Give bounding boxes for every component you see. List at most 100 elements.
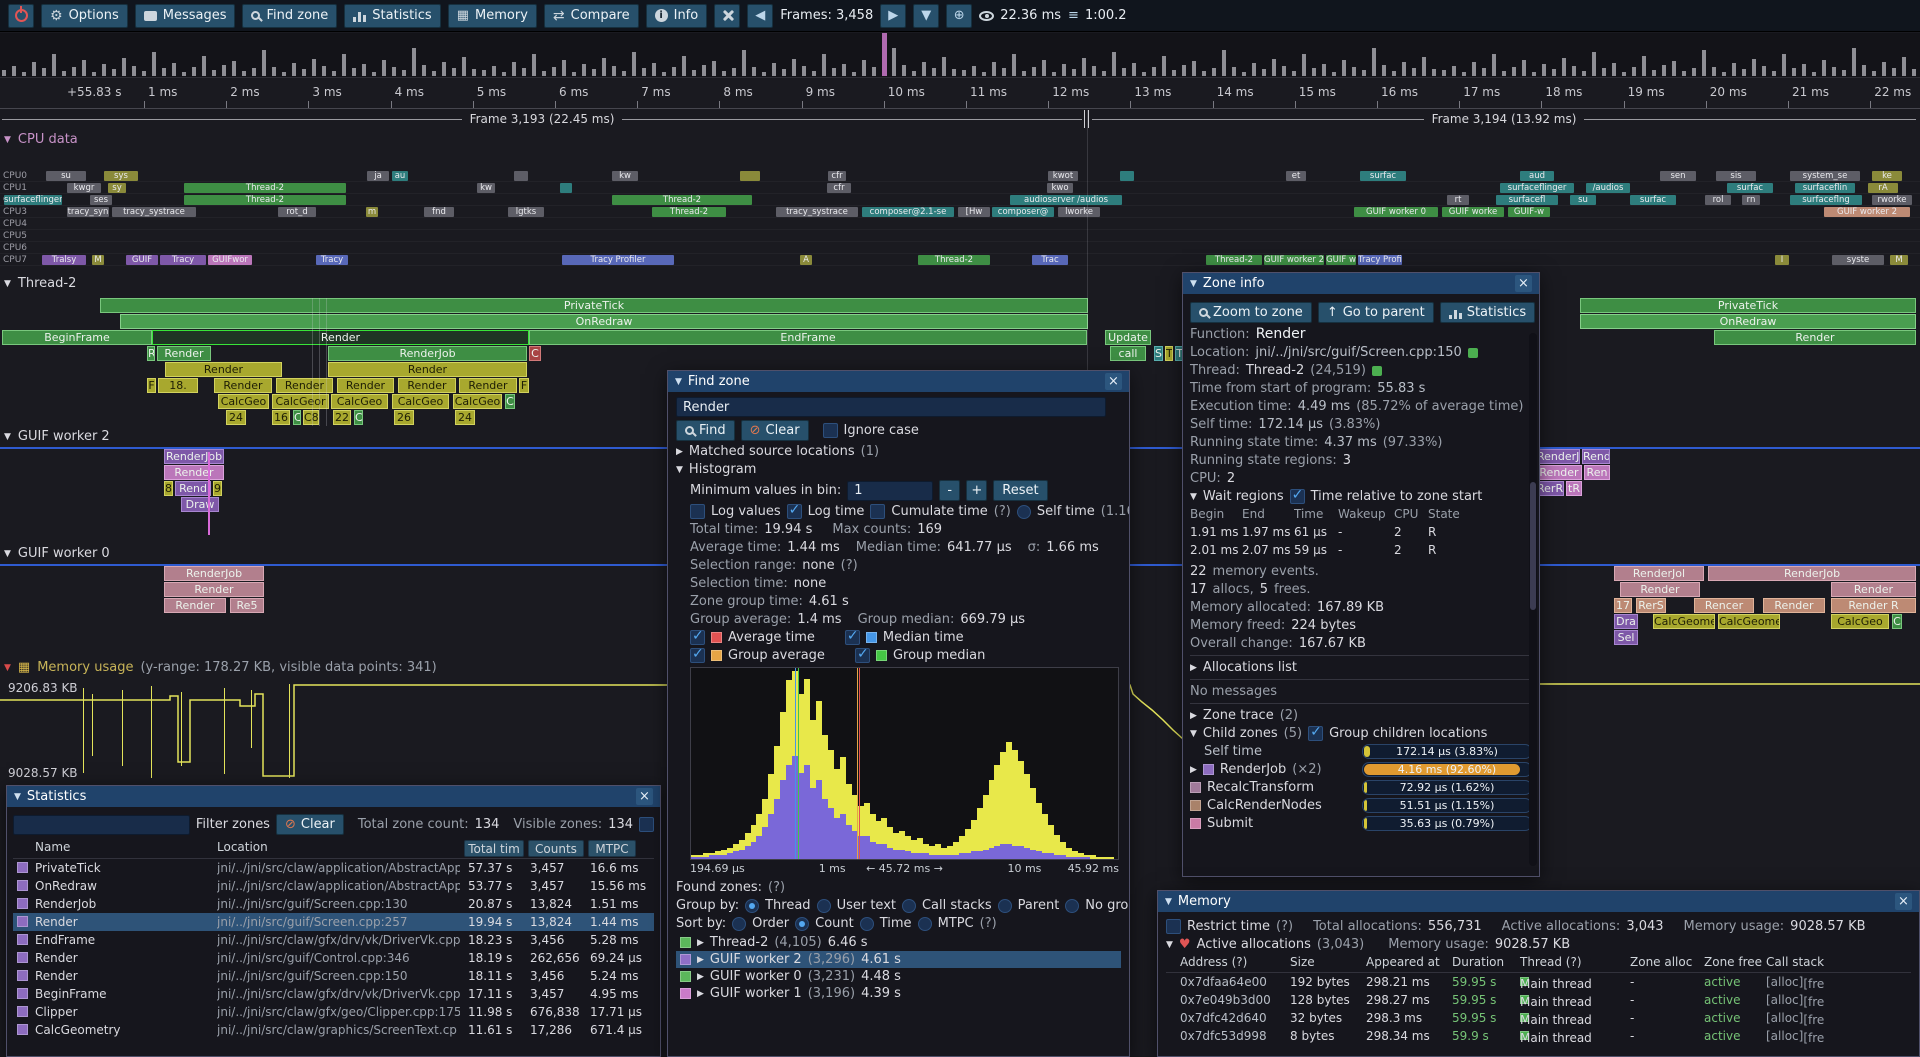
close-icon[interactable]: × <box>636 788 653 805</box>
column-location[interactable]: Location <box>217 840 268 854</box>
frame-bar[interactable] <box>1642 56 1646 76</box>
stats-table-row[interactable]: Render jni/../jni/src/guif/Screen.cpp:257… <box>13 913 654 931</box>
frame-bar[interactable] <box>1222 50 1226 76</box>
zone-Render[interactable]: Render <box>164 465 224 480</box>
frame-bar[interactable] <box>182 72 186 76</box>
cpu-zone[interactable]: cfr <box>828 171 846 181</box>
frame-bar[interactable] <box>1342 60 1346 76</box>
cpu-zone[interactable]: ke <box>1872 171 1902 181</box>
frame-bar[interactable] <box>1432 69 1436 76</box>
frame-dropdown-button[interactable]: ▼ <box>913 3 940 28</box>
frame-bar[interactable] <box>732 68 736 76</box>
messages-button[interactable]: Messages <box>134 3 236 28</box>
frame-bar[interactable] <box>902 65 906 76</box>
frame-bar[interactable] <box>492 66 496 76</box>
zone-Render[interactable]: Render <box>276 378 333 393</box>
frame-bar[interactable] <box>1412 68 1416 76</box>
zone-PrivateTick[interactable]: PrivateTick <box>100 298 1088 313</box>
log-time-checkbox[interactable] <box>786 502 802 519</box>
frame-bar[interactable] <box>382 60 386 76</box>
zone-F[interactable]: F <box>147 378 156 393</box>
frame-bar[interactable] <box>1912 69 1916 76</box>
log-values-checkbox[interactable] <box>690 504 705 519</box>
cpu-zone[interactable]: lgtks <box>508 207 544 217</box>
frame-bar[interactable] <box>992 62 996 76</box>
frame-bar[interactable] <box>352 68 356 76</box>
zone-Render[interactable]: Render <box>164 598 226 613</box>
zone-S[interactable]: S <box>1154 346 1163 361</box>
stats-table-row[interactable]: CalcGeometry jni/../jni/src/claw/graphics… <box>13 1021 654 1039</box>
find-zone-button[interactable]: Find zone <box>242 3 338 28</box>
frame-bar[interactable] <box>1512 67 1516 76</box>
section-guif-worker-2[interactable]: ▼ GUIF worker 2 <box>4 429 110 444</box>
frame-bar[interactable] <box>1732 63 1736 76</box>
frame-bar[interactable] <box>322 66 326 76</box>
clear-filter-button[interactable]: ⊘ Clear <box>275 814 344 835</box>
filter-input[interactable] <box>13 814 190 835</box>
frame-bar[interactable] <box>132 66 136 76</box>
time-relative-checkbox[interactable] <box>1289 487 1305 504</box>
zone-17[interactable]: 17 <box>1614 598 1632 613</box>
zone-CalcGeo[interactable]: CalcGeo <box>453 394 502 409</box>
allocations-list-toggle[interactable]: ▶ Allocations list <box>1190 660 1532 675</box>
zone-RerR[interactable]: RerR <box>1536 481 1564 496</box>
mem-col-zone-free[interactable]: Zone free <box>1704 955 1763 969</box>
frame-bar[interactable] <box>1392 71 1396 76</box>
cpu-zone[interactable]: kwgr <box>67 183 101 193</box>
self-time-checkbox[interactable] <box>1016 504 1031 519</box>
zone-call[interactable]: call <box>1110 346 1146 361</box>
cpu-zone[interactable]: cfr <box>827 183 851 193</box>
compare-button[interactable]: ⇄ Compare <box>543 3 639 28</box>
zone-Render[interactable]: Render <box>328 362 527 377</box>
mem-col-size[interactable]: Size <box>1290 955 1315 969</box>
cpu-zone[interactable]: composer@2.1-se <box>862 207 954 217</box>
cpu-zone[interactable]: aud <box>1520 171 1554 181</box>
zone-24[interactable]: 24 <box>455 410 475 425</box>
stats-table-row[interactable]: BeginFrame jni/../jni/src/claw/gfx/drv/vk… <box>13 985 654 1003</box>
frame-bar[interactable] <box>1622 72 1626 76</box>
restrict-time-checkbox[interactable] <box>1166 919 1181 934</box>
frame-bar[interactable] <box>1272 59 1276 76</box>
frame-bar[interactable] <box>1242 72 1246 76</box>
frame-bar[interactable] <box>392 67 396 76</box>
cpu-zone[interactable]: surfaceflin <box>1795 183 1855 193</box>
mem-col-appeared-at[interactable]: Appeared at <box>1366 955 1440 969</box>
stats-table-row[interactable]: Clipper jni/../jni/src/claw/gfx/geo/Clipp… <box>13 1003 654 1021</box>
frame-bar[interactable] <box>1712 67 1716 76</box>
cpu-zone[interactable]: M <box>92 255 104 265</box>
section-cpu-data[interactable]: ▼ CPU data <box>4 132 78 147</box>
frame-bar[interactable] <box>692 70 696 76</box>
frame-bar[interactable] <box>462 57 466 76</box>
frame-bar[interactable] <box>1062 64 1066 76</box>
frame-bar[interactable] <box>62 71 66 76</box>
min-bin-input[interactable]: 1 <box>847 480 934 501</box>
frame-bar[interactable] <box>1582 71 1586 76</box>
zone-EndFrame[interactable]: EndFrame <box>529 330 1087 345</box>
frame-bar[interactable] <box>1672 61 1676 76</box>
frame-bar[interactable] <box>1142 72 1146 76</box>
allocations-table-header[interactable]: Address (?) Size Appeared at Duration Thread… <box>1166 955 1911 973</box>
frame-bar[interactable] <box>22 72 26 76</box>
zone-tR[interactable]: tR <box>1566 481 1582 496</box>
column-name[interactable]: Name <box>35 840 71 854</box>
cpu-zone[interactable] <box>514 171 528 181</box>
cpu-zone[interactable]: kwo <box>1047 183 1073 193</box>
group-by-radio-user-text[interactable] <box>816 898 831 913</box>
scrollbar-thumb[interactable] <box>1530 482 1536 611</box>
frame-bar[interactable] <box>1842 70 1846 76</box>
zone-R[interactable]: R <box>147 346 155 361</box>
frame-bar[interactable] <box>1152 67 1156 76</box>
frame-bar[interactable] <box>782 69 786 76</box>
stats-table-header[interactable]: Name Location Total tim Counts MTPC <box>13 839 654 859</box>
frame-bar[interactable] <box>112 69 116 76</box>
cpu-zone[interactable]: GUIF <box>126 255 158 265</box>
histogram-toggle[interactable]: ▼ Histogram <box>676 462 1121 477</box>
zone-Update[interactable]: Update <box>1105 330 1151 345</box>
frame-bar[interactable] <box>822 54 826 76</box>
child-zone-row[interactable]: Submit 35.63 µs (0.79%) <box>1190 816 1532 831</box>
zone-C[interactable]: C <box>505 394 515 409</box>
frame-bar[interactable] <box>1562 58 1566 76</box>
frame-bar[interactable] <box>952 69 956 76</box>
zone-RerS[interactable]: RerS <box>1636 598 1666 613</box>
frame-bar[interactable] <box>622 71 626 76</box>
